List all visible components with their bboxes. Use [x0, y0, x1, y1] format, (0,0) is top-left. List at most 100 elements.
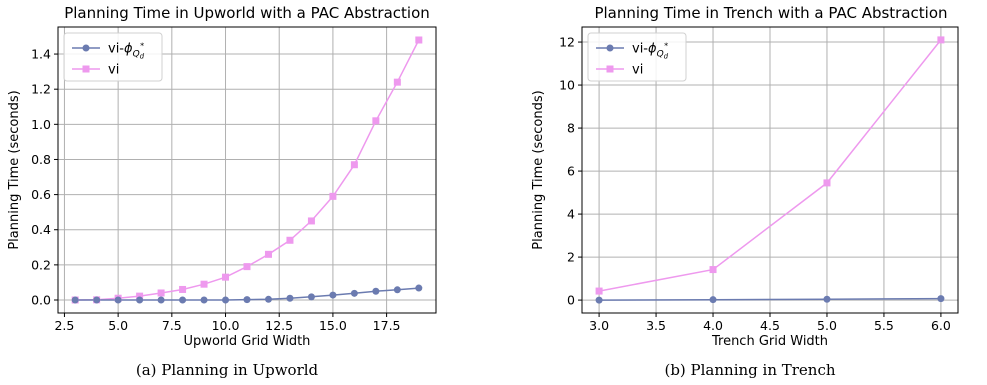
data-point-vi-phi	[595, 296, 603, 304]
series-line-vi	[598, 39, 942, 292]
data-point-vi-phi	[200, 296, 208, 304]
data-point-vi-phi	[93, 296, 101, 304]
chart-caption: (b) Planning in Trench	[664, 361, 835, 379]
data-point-vi	[937, 36, 945, 44]
data-point-vi-phi	[350, 289, 358, 297]
data-point-vi	[243, 263, 251, 271]
legend-sup: *	[140, 42, 144, 51]
legend-base: vi-	[632, 42, 648, 57]
data-point-vi	[329, 192, 337, 200]
legend-marker-vi-phi	[606, 44, 614, 52]
plot-frame	[57, 26, 437, 314]
data-point-vi	[222, 273, 230, 281]
data-point-vi	[157, 289, 165, 297]
series-markers	[71, 36, 423, 304]
legend-phi: ϕ	[124, 42, 133, 57]
x-tick-label: 2.5	[54, 318, 74, 333]
data-point-vi-phi	[307, 293, 315, 301]
y-tick-label: 2	[567, 250, 575, 265]
y-tick-label: 10	[559, 78, 575, 93]
data-point-vi	[393, 78, 401, 86]
y-tick-label: 0.8	[31, 152, 51, 167]
legend: vi-ϕQd * vi	[63, 32, 163, 82]
y-tick-label: 0.2	[31, 257, 51, 272]
data-point-vi-phi	[823, 295, 831, 303]
legend-label-vi: vi	[632, 63, 643, 78]
data-point-vi	[595, 287, 603, 295]
legend-base: vi-	[108, 42, 124, 57]
y-tick-label: 0.0	[31, 293, 51, 308]
x-tick-label: 17.5	[373, 318, 401, 333]
data-point-vi-phi	[179, 296, 187, 304]
data-point-vi-phi	[329, 291, 337, 299]
data-point-vi	[415, 36, 423, 44]
x-tick-label: 15.0	[319, 318, 347, 333]
data-point-vi	[307, 217, 315, 225]
data-point-vi-phi	[114, 296, 122, 304]
x-tick-label: 12.5	[265, 318, 293, 333]
x-tick-label: 3.0	[589, 318, 609, 333]
legend-label-vi: vi	[108, 63, 119, 78]
data-point-vi	[200, 280, 208, 288]
data-point-vi-phi	[415, 284, 423, 292]
x-tick-label: 5.5	[874, 318, 894, 333]
y-axis-label: Planning Time (seconds)	[7, 90, 22, 249]
x-tick-label: 6.0	[931, 318, 951, 333]
legend-marker-vi-phi	[82, 44, 90, 52]
y-tick-label: 0.6	[31, 187, 51, 202]
legend-marker-vi	[606, 65, 614, 73]
legend-label-vi-phi: vi-ϕQd *	[108, 42, 145, 61]
axis-ticks: 2.5 5.0 7.5 10.0 12.5 15.0 17.5 0.0 0.2 0.4 0.6 0.8…	[31, 47, 400, 333]
x-tick-label: 10.0	[212, 318, 240, 333]
x-tick-label: 3.5	[646, 318, 666, 333]
data-point-vi-phi	[71, 296, 79, 304]
data-point-vi	[264, 250, 272, 258]
legend-marker-vi	[82, 65, 90, 73]
x-tick-label: 7.5	[162, 318, 182, 333]
data-point-vi-phi	[222, 296, 230, 304]
legend-sub: Q	[133, 50, 140, 60]
series-markers	[595, 36, 945, 304]
x-tick-label: 5.0	[108, 318, 128, 333]
y-tick-label: 4	[567, 207, 575, 222]
data-point-vi	[136, 292, 144, 300]
y-tick-label: 6	[567, 164, 575, 179]
chart-title: Planning Time in Upworld with a PAC Abst…	[64, 4, 430, 22]
x-tick-label: 4.0	[703, 318, 723, 333]
data-point-vi	[286, 236, 294, 244]
y-tick-label: 1.4	[31, 47, 51, 62]
y-tick-label: 8	[567, 121, 575, 136]
y-tick-label: 1.0	[31, 117, 51, 132]
x-axis-label: Trench Grid Width	[711, 334, 828, 349]
legend-phi: ϕ	[648, 42, 657, 57]
data-point-vi-phi	[372, 287, 380, 295]
data-point-vi-phi	[136, 296, 144, 304]
data-point-vi	[823, 179, 831, 187]
series-line-vi-phi	[599, 297, 941, 301]
grid	[58, 27, 436, 313]
legend-sub: Q	[657, 50, 664, 60]
data-point-vi	[372, 117, 380, 125]
data-point-vi-phi	[264, 295, 272, 303]
chart-trench: Planning Time in Trench with a PAC Abstr…	[531, 4, 959, 379]
legend-sup: *	[664, 42, 668, 51]
legend-label-vi-phi: vi-ϕQd *	[632, 42, 669, 61]
legend: vi-ϕQd * vi	[587, 32, 687, 82]
y-tick-label: 1.2	[31, 82, 51, 97]
data-point-vi-phi	[709, 296, 717, 304]
chart-upworld: Planning Time in Upworld with a PAC Abst…	[7, 4, 437, 379]
y-axis-label: Planning Time (seconds)	[531, 90, 546, 249]
chart-title: Planning Time in Trench with a PAC Abstr…	[594, 4, 947, 22]
chart-caption: (a) Planning in Upworld	[136, 361, 319, 379]
series-lines	[598, 39, 942, 301]
y-tick-label: 0	[567, 293, 575, 308]
legend-subsub: d	[664, 53, 669, 61]
y-tick-label: 12	[559, 35, 575, 50]
data-point-vi-phi	[157, 296, 165, 304]
data-point-vi-phi	[243, 296, 251, 304]
y-tick-label: 0.4	[31, 222, 51, 237]
data-point-vi	[179, 285, 187, 293]
data-point-vi	[709, 266, 717, 274]
legend-subsub: d	[140, 53, 145, 61]
